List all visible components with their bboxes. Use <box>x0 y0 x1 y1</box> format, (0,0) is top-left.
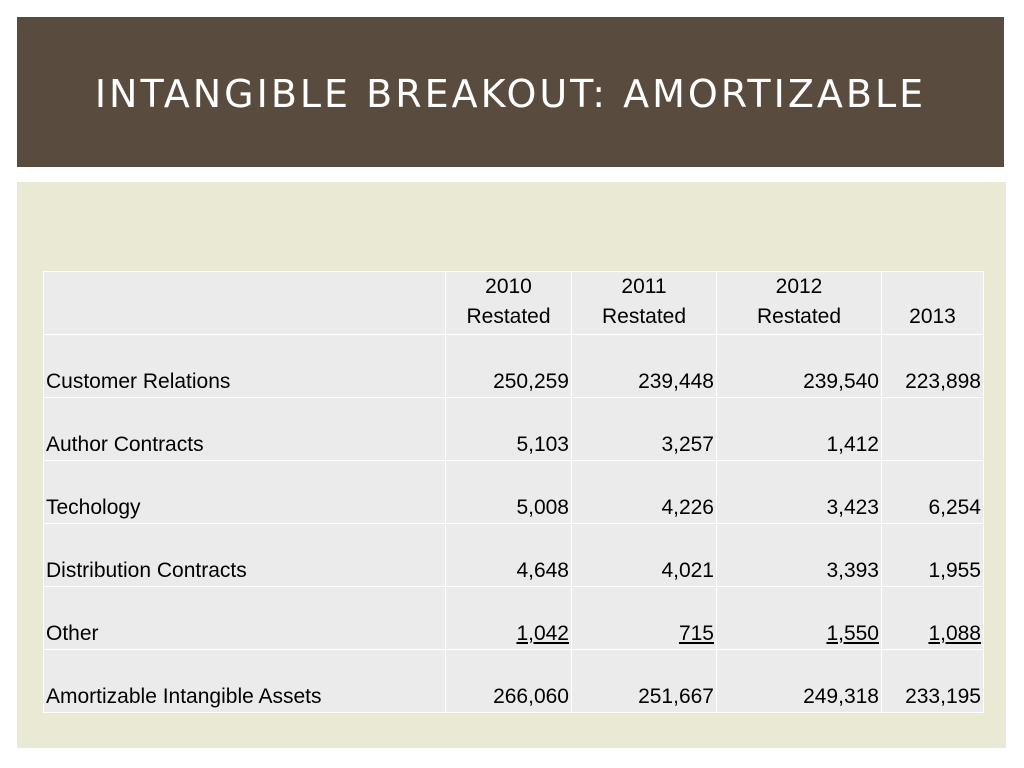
table-cell: 223,898 <box>881 334 984 398</box>
table-cell: 1,955 <box>881 523 984 587</box>
underlined-value: 715 <box>678 622 714 645</box>
table-cell: 715 <box>571 586 717 650</box>
table-row: Other 1,042 715 1,550 1,088 <box>43 586 984 650</box>
table-cell: 3,393 <box>716 523 882 587</box>
header-cell-2010: 2010 Restated <box>445 271 572 335</box>
header-cell-2011: 2011 Restated <box>571 271 717 335</box>
underlined-value: 1,042 <box>516 622 569 645</box>
header-year: 2012 <box>775 275 823 298</box>
row-label: Customer Relations <box>43 334 446 398</box>
table-cell: 239,540 <box>716 334 882 398</box>
row-label: Distribution Contracts <box>43 523 446 587</box>
table-cell: 1,088 <box>881 586 984 650</box>
header-cell-2013: 2013 <box>881 271 984 335</box>
header-subtitle: Restated <box>756 305 842 328</box>
table-cell: 4,021 <box>571 523 717 587</box>
table-cell: 5,008 <box>445 460 572 524</box>
header-subtitle: 2013 <box>909 305 956 328</box>
table-header-row: 2010 Restated 2011 Restated 2012 Restate… <box>43 271 984 335</box>
table-cell: 251,667 <box>571 649 717 713</box>
header-subtitle: Restated <box>466 305 551 328</box>
table-cell: 1,412 <box>716 397 882 461</box>
table-cell: 249,318 <box>716 649 882 713</box>
table-cell: 6,254 <box>881 460 984 524</box>
slide-title: INTANGIBLE BREAKOUT: AMORTIZABLE <box>94 72 927 116</box>
table-row: Distribution Contracts 4,648 4,021 3,393… <box>43 523 984 587</box>
table-row-total: Amortizable Intangible Assets 266,060 25… <box>43 649 984 713</box>
table-cell: 1,042 <box>445 586 572 650</box>
table-cell: 3,257 <box>571 397 717 461</box>
underlined-value: 1,088 <box>928 622 981 645</box>
row-label: Author Contracts <box>43 397 446 461</box>
intangible-table: 2010 Restated 2011 Restated 2012 Restate… <box>43 271 984 713</box>
table-cell: 233,195 <box>881 649 984 713</box>
table-row: Techology 5,008 4,226 3,423 6,254 <box>43 460 984 524</box>
table-cell <box>881 397 984 461</box>
table-cell: 4,648 <box>445 523 572 587</box>
table-cell: 3,423 <box>716 460 882 524</box>
row-label: Amortizable Intangible Assets <box>43 649 446 713</box>
table-cell: 5,103 <box>445 397 572 461</box>
content-panel: 2010 Restated 2011 Restated 2012 Restate… <box>17 182 1006 748</box>
header-cell-2012: 2012 Restated <box>716 271 882 335</box>
table-cell: 4,226 <box>571 460 717 524</box>
table-row: Customer Relations 250,259 239,448 239,5… <box>43 334 984 398</box>
table-row: Author Contracts 5,103 3,257 1,412 <box>43 397 984 461</box>
header-year: 2010 <box>485 275 532 298</box>
table-cell: 250,259 <box>445 334 572 398</box>
row-label: Other <box>43 586 446 650</box>
table-cell: 266,060 <box>445 649 572 713</box>
header-cell-empty <box>43 271 446 335</box>
header-year: 2011 <box>621 275 667 298</box>
table-cell: 239,448 <box>571 334 717 398</box>
table-cell: 1,550 <box>716 586 882 650</box>
header-subtitle: Restated <box>601 305 687 328</box>
underlined-value: 1,550 <box>826 622 879 645</box>
title-bar: INTANGIBLE BREAKOUT: AMORTIZABLE <box>17 17 1004 167</box>
row-label: Techology <box>43 460 446 524</box>
